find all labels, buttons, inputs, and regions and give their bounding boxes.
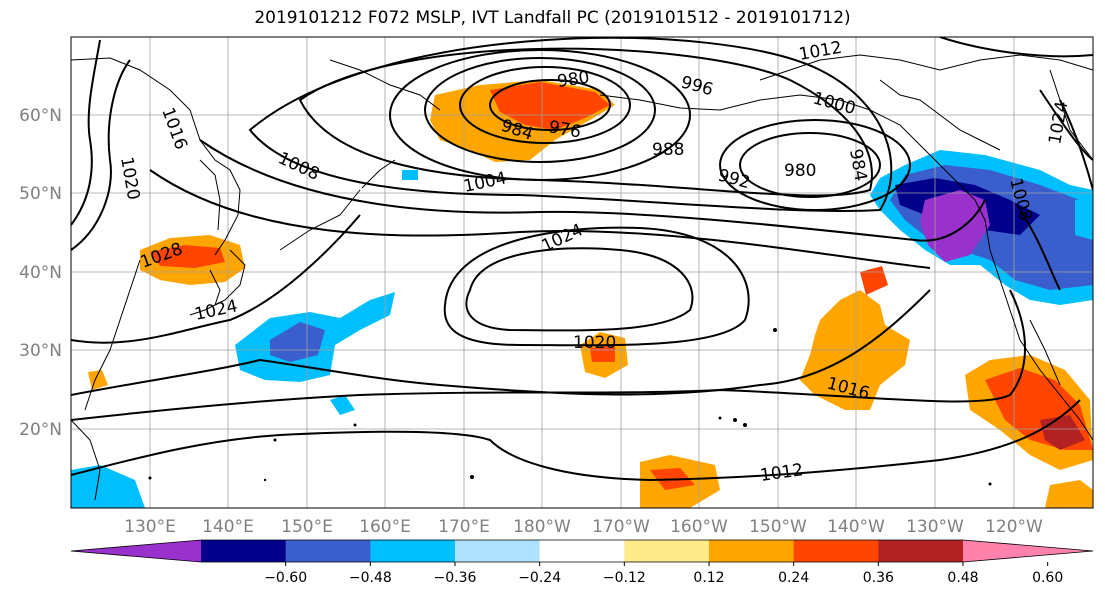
longitude-labels: 130°E 140°E 150°E 160°E 170°E 180°W 170°…	[124, 517, 1043, 537]
negative-anomaly-tiny	[402, 170, 418, 180]
lon-label: 130°E	[124, 517, 176, 537]
negative-anomaly-central-2	[270, 322, 325, 362]
colorbar-cells	[70, 539, 1094, 563]
colorbar-tick-label: −0.48	[349, 570, 392, 586]
lon-label: 140°W	[827, 517, 885, 537]
lon-label: 170°W	[592, 517, 650, 537]
small-islands	[148, 328, 992, 486]
positive-anomaly-japan-2	[150, 245, 225, 268]
positive-anomaly-ne-pacific-2	[860, 266, 888, 295]
colorbar-tick-label: −0.36	[434, 570, 477, 586]
contour-label: 980	[556, 68, 591, 92]
lat-label: 50°N	[19, 184, 62, 204]
graticule	[71, 37, 1093, 508]
coastlines	[71, 54, 1093, 501]
negative-anomaly-core	[920, 190, 990, 262]
colorbar-tick-label: 0.12	[693, 570, 724, 586]
colorbar-cell	[455, 540, 541, 562]
map-panel	[71, 37, 1093, 508]
negative-anomaly-east	[1075, 198, 1093, 240]
lat-label: 20°N	[19, 420, 62, 440]
colorbar-cell	[539, 540, 625, 562]
negative-anomaly-small	[330, 395, 355, 415]
lon-label: 150°W	[749, 517, 807, 537]
lon-label: 160°E	[359, 517, 411, 537]
lon-label: 170°E	[438, 517, 490, 537]
ivt-shading	[71, 80, 1093, 508]
colorbar-cell	[793, 540, 879, 562]
colorbar-extend-low	[71, 540, 201, 562]
colorbar-tick-label: −0.12	[603, 570, 646, 586]
colorbar-tick-label: 0.60	[1032, 570, 1063, 586]
colorbar-cell	[285, 540, 371, 562]
contour-label: 988	[652, 140, 684, 160]
lon-label: 150°E	[281, 517, 333, 537]
colorbar-cell	[624, 540, 710, 562]
lon-label: 180°W	[513, 517, 571, 537]
colorbar-tick-label: 0.24	[778, 570, 809, 586]
lon-label: 120°W	[985, 517, 1043, 537]
map-title: 2019101212 F072 MSLP, IVT Landfall PC (2…	[254, 8, 851, 28]
positive-anomaly-hawaii-north-2	[590, 345, 615, 362]
colorbar-tick-label: −0.60	[264, 570, 307, 586]
colorbar-cell	[709, 540, 795, 562]
contour-label: 980	[784, 161, 816, 181]
isobars	[71, 37, 1093, 482]
latitude-labels: 60°N 50°N 40°N 30°N 20°N	[19, 106, 62, 440]
map-frame	[70, 36, 1094, 509]
negative-anomaly-sw	[71, 465, 145, 508]
colorbar-ticks: −0.60 −0.48 −0.36 −0.24 −0.12 0.12 0.24 0.36 0.4…	[264, 562, 1063, 586]
colorbar-extend-high	[963, 540, 1093, 562]
positive-anomaly-se	[1045, 480, 1093, 508]
lat-label: 60°N	[19, 106, 62, 126]
lat-label: 40°N	[19, 263, 62, 283]
positive-anomaly-bering-2	[490, 82, 610, 130]
colorbar-cell	[201, 540, 287, 562]
lat-label: 30°N	[19, 341, 62, 361]
colorbar-cell	[370, 540, 456, 562]
colorbar-tick-label: −0.24	[518, 570, 561, 586]
colorbar-tick-label: 0.48	[947, 570, 978, 586]
lon-label: 160°W	[670, 517, 728, 537]
colorbar-outline	[70, 539, 1094, 563]
lon-label: 140°E	[202, 517, 254, 537]
contour-label: 1020	[573, 333, 616, 353]
colorbar-cell	[878, 540, 964, 562]
colorbar-tick-label: 0.36	[863, 570, 894, 586]
lon-label: 130°W	[906, 517, 964, 537]
colorbar: −0.60 −0.48 −0.36 −0.24 −0.12 0.12 0.24 0.36 0.4…	[70, 539, 1094, 586]
